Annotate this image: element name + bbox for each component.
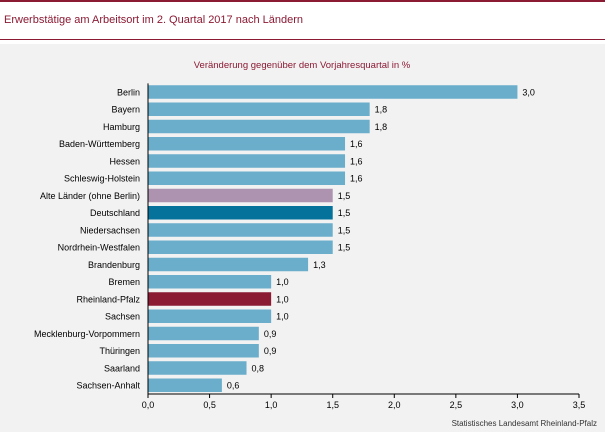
bar-bremen	[148, 275, 272, 289]
value-label-hessen: 1,6	[350, 156, 363, 166]
category-label-sachsen: Sachsen	[105, 312, 140, 322]
category-label-thueringen: Thüringen	[99, 346, 140, 356]
x-tick-label: 1,5	[326, 400, 339, 410]
x-tick-label: 0,0	[142, 400, 155, 410]
x-tick-label: 3,0	[511, 400, 524, 410]
category-label-niedersachsen: Niedersachsen	[80, 225, 140, 235]
category-label-alte-laender-ohne-berlin: Alte Länder (ohne Berlin)	[40, 191, 140, 201]
category-label-deutschland: Deutschland	[90, 208, 140, 218]
bar-thueringen	[148, 344, 259, 358]
value-label-alte-laender-ohne-berlin: 1,5	[338, 191, 351, 201]
bar-mecklenburg-vorpommern	[148, 326, 259, 341]
value-label-bremen: 1,0	[276, 277, 289, 287]
category-label-hamburg: Hamburg	[103, 122, 140, 132]
value-label-niedersachsen: 1,5	[338, 225, 351, 235]
category-label-bayern: Bayern	[111, 105, 140, 115]
value-label-nordrhein-westfalen: 1,5	[338, 243, 351, 253]
category-label-sachsen-anhalt: Sachsen-Anhalt	[76, 381, 140, 391]
value-label-mecklenburg-vorpommern: 0,9	[264, 329, 277, 339]
bar-deutschland	[148, 206, 333, 220]
category-label-brandenburg: Brandenburg	[88, 260, 140, 270]
category-label-baden-wuerttemberg: Baden-Württemberg	[59, 139, 140, 149]
header: Erwerbstätige am Arbeitsort im 2. Quarta…	[0, 2, 605, 40]
value-label-berlin: 3,0	[522, 87, 535, 97]
category-label-hessen: Hessen	[109, 156, 140, 166]
x-axis: 0,0 0,5 1,0 1,5 2,0 2,5 3,0 3,5	[142, 83, 586, 410]
bar-berlin	[148, 85, 518, 99]
value-label-baden-wuerttemberg: 1,6	[350, 139, 363, 149]
bar-hessen	[148, 154, 346, 168]
top-accent-rule	[0, 0, 605, 2]
category-label-rheinland-pfalz: Rheinland-Pfalz	[76, 294, 140, 304]
bar-rheinland-pfalz	[148, 292, 272, 306]
chart-title: Veränderung gegenüber dem Vorjahresquart…	[194, 60, 411, 71]
value-label-hamburg: 1,8	[375, 122, 388, 132]
x-tick-label: 0,5	[203, 400, 216, 410]
bar-nordrhein-westfalen	[148, 240, 333, 254]
value-label-brandenburg: 1,3	[313, 260, 326, 270]
bar-schleswig-holstein	[148, 171, 346, 185]
x-tick-label: 2,0	[388, 400, 401, 410]
bar-sachsen	[148, 309, 272, 323]
value-label-schleswig-holstein: 1,6	[350, 174, 363, 184]
value-label-rheinland-pfalz: 1,0	[276, 294, 289, 304]
category-label-berlin: Berlin	[117, 87, 140, 97]
bar-baden-wuerttemberg	[148, 137, 346, 151]
category-label-bremen: Bremen	[108, 277, 140, 287]
source-note: Statistisches Landesamt Rheinland-Pfalz	[451, 419, 597, 428]
bar-brandenburg	[148, 257, 309, 272]
value-label-sachsen-anhalt: 0,6	[227, 381, 240, 391]
x-tick-label: 3,5	[573, 400, 586, 410]
value-label-deutschland: 1,5	[338, 208, 351, 218]
x-tick-label: 1,0	[265, 400, 278, 410]
bar-saarland	[148, 361, 247, 375]
category-label-mecklenburg-vorpommern: Mecklenburg-Vorpommern	[34, 329, 140, 339]
category-label-nordrhein-westfalen: Nordrhein-Westfalen	[58, 243, 140, 253]
category-label-saarland: Saarland	[104, 363, 140, 373]
value-label-bayern: 1,8	[375, 105, 388, 115]
value-label-sachsen: 1,0	[276, 312, 289, 322]
value-label-saarland: 0,8	[252, 363, 265, 373]
bar-niedersachsen	[148, 223, 333, 237]
bar-sachsen-anhalt	[148, 378, 222, 392]
x-tick-label: 2,5	[450, 400, 463, 410]
page-title: Erwerbstätige am Arbeitsort im 2. Quarta…	[4, 14, 303, 26]
bar-alte-laender-ohne-berlin	[148, 188, 333, 203]
category-label-schleswig-holstein: Schleswig-Holstein	[64, 174, 140, 184]
bar-bayern	[148, 102, 370, 116]
bars-group: Berlin 3,0 Bayern 1,8 Hamburg 1,8 Baden-Württe…	[34, 85, 535, 392]
value-label-thueringen: 0,9	[264, 346, 277, 356]
bar-hamburg	[148, 119, 370, 134]
